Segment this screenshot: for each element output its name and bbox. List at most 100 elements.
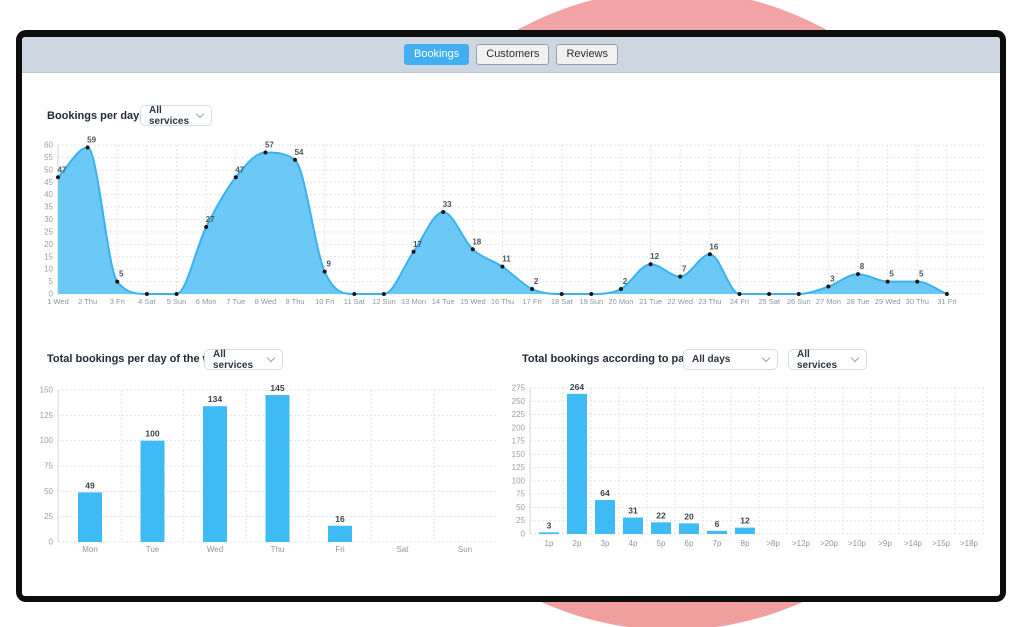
tab-bookings[interactable]: Bookings: [403, 44, 470, 65]
svg-text:16: 16: [709, 242, 718, 251]
svg-text:1 Wed: 1 Wed: [47, 297, 69, 306]
svg-text:7 Tue: 7 Tue: [226, 297, 245, 306]
svg-text:3: 3: [547, 520, 552, 530]
svg-text:31 Fri: 31 Fri: [937, 297, 957, 306]
svg-text:25: 25: [516, 516, 525, 525]
svg-text:145: 145: [270, 383, 284, 393]
svg-text:27: 27: [206, 215, 215, 224]
svg-text:47: 47: [58, 165, 67, 174]
svg-text:100: 100: [40, 436, 54, 445]
bookings-per-weekday-service-filter[interactable]: All services: [204, 349, 283, 371]
svg-text:10: 10: [44, 265, 53, 274]
svg-text:14 Tue: 14 Tue: [432, 297, 455, 306]
chevron-down-icon: [761, 353, 771, 363]
svg-text:3 Fri: 3 Fri: [110, 297, 125, 306]
svg-text:7p: 7p: [713, 539, 722, 548]
svg-text:16 Thu: 16 Thu: [491, 297, 514, 306]
svg-text:Sat: Sat: [396, 545, 409, 554]
bookings-by-party-size-chart: 0 25 50 75 100 125 150 175 200 225 250 275 1p 2p 3p 4p 5…: [512, 382, 985, 548]
svg-text:2: 2: [623, 277, 628, 286]
svg-text:10 Fri: 10 Fri: [315, 297, 335, 306]
svg-text:24 Fri: 24 Fri: [730, 297, 750, 306]
svg-text:6p: 6p: [685, 539, 694, 548]
svg-text:125: 125: [512, 463, 526, 472]
svg-text:2: 2: [534, 277, 539, 286]
svg-text:9 Thu: 9 Thu: [286, 297, 305, 306]
svg-text:200: 200: [512, 423, 526, 432]
tab-customers[interactable]: Customers: [476, 44, 550, 65]
svg-text:6 Mon: 6 Mon: [196, 297, 217, 306]
tab-reviews[interactable]: Reviews: [556, 44, 619, 65]
svg-text:2p: 2p: [573, 539, 582, 548]
bookings-per-day-service-filter[interactable]: All services: [140, 104, 212, 127]
svg-text:125: 125: [40, 411, 54, 420]
svg-text:59: 59: [87, 135, 96, 144]
svg-text:54: 54: [295, 148, 304, 157]
svg-text:11 Sat: 11 Sat: [344, 297, 366, 306]
svg-text:150: 150: [512, 450, 526, 459]
svg-text:5: 5: [919, 270, 924, 279]
party-size-service-filter[interactable]: All services: [788, 349, 867, 371]
svg-text:60: 60: [44, 141, 53, 150]
tab-bar: Bookings Customers Reviews: [22, 37, 1000, 73]
chevron-down-icon: [850, 353, 860, 363]
svg-text:8: 8: [860, 262, 865, 271]
svg-text:3: 3: [830, 275, 835, 284]
bookings-per-day-service-filter-value: All services: [149, 104, 190, 127]
svg-text:23 Thu: 23 Thu: [698, 297, 721, 306]
svg-text:8p: 8p: [741, 539, 750, 548]
bookings-per-weekday-title: Total bookings per day of the week: [47, 353, 230, 365]
svg-text:18: 18: [472, 237, 481, 246]
svg-text:75: 75: [44, 462, 53, 471]
svg-text:Sun: Sun: [458, 545, 472, 554]
svg-text:8 Wed: 8 Wed: [255, 297, 277, 306]
svg-text:134: 134: [208, 394, 222, 404]
svg-text:5p: 5p: [657, 539, 666, 548]
svg-text:17 Fri: 17 Fri: [522, 297, 542, 306]
svg-text:5: 5: [889, 270, 894, 279]
svg-text:29 Wed: 29 Wed: [875, 297, 901, 306]
svg-text:28 Tue: 28 Tue: [847, 297, 870, 306]
svg-text:50: 50: [44, 487, 53, 496]
party-size-days-filter-value: All days: [692, 354, 731, 365]
svg-text:75: 75: [516, 490, 525, 499]
svg-text:6: 6: [715, 519, 720, 529]
svg-text:13 Mon: 13 Mon: [401, 297, 426, 306]
svg-text:264: 264: [570, 382, 584, 392]
svg-text:22 Wed: 22 Wed: [667, 297, 693, 306]
svg-text:33: 33: [443, 200, 452, 209]
bookings-party-size-title: Total bookings according to party size: [522, 353, 723, 365]
svg-text:100: 100: [512, 476, 526, 485]
svg-text:30 Thu: 30 Thu: [906, 297, 929, 306]
svg-text:12 Sun: 12 Sun: [372, 297, 396, 306]
svg-text:4 Sat: 4 Sat: [138, 297, 156, 306]
svg-text:0: 0: [49, 290, 54, 299]
svg-text:15 Wed: 15 Wed: [460, 297, 486, 306]
svg-text:Fri: Fri: [335, 545, 345, 554]
svg-text:15: 15: [44, 252, 53, 261]
svg-text:5: 5: [119, 270, 124, 279]
svg-text:40: 40: [44, 190, 53, 199]
party-size-days-filter[interactable]: All days: [683, 349, 778, 370]
svg-text:>10p: >10p: [848, 539, 867, 548]
svg-text:55: 55: [44, 153, 53, 162]
svg-text:21 Tue: 21 Tue: [639, 297, 662, 306]
svg-text:31: 31: [628, 506, 638, 516]
svg-text:22: 22: [656, 510, 666, 520]
svg-text:17: 17: [413, 240, 422, 249]
svg-text:30: 30: [44, 215, 53, 224]
chevron-down-icon: [266, 353, 276, 363]
svg-text:12: 12: [650, 252, 659, 261]
svg-text:57: 57: [265, 140, 274, 149]
svg-text:26 Sun: 26 Sun: [787, 297, 811, 306]
app-content: Bookings Customers Reviews: [22, 37, 1000, 596]
svg-text:50: 50: [516, 503, 525, 512]
svg-text:Tue: Tue: [146, 545, 160, 554]
svg-text:Wed: Wed: [207, 545, 223, 554]
svg-text:225: 225: [512, 410, 526, 419]
svg-text:11: 11: [502, 255, 511, 264]
svg-text:20: 20: [44, 240, 53, 249]
svg-text:>12p: >12p: [792, 539, 811, 548]
